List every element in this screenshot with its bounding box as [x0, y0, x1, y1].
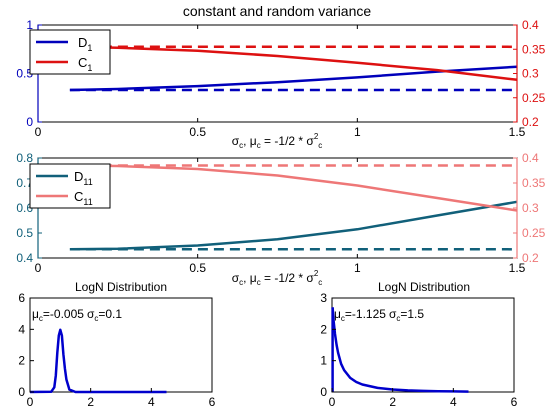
y-right-tick-label: 0.4 [522, 18, 539, 32]
panel-3-annotation: μc=-0.005 σc=0.1 [32, 307, 122, 323]
y-left-tick-label: 0 [26, 115, 33, 129]
xlabel-sup-2: 2 [314, 132, 319, 141]
y-tick-label: 1 [320, 354, 327, 368]
x-tick-label: 6 [209, 395, 216, 409]
xlabel-sub-c: c [318, 278, 322, 287]
y-left-tick-label: 0.5 [16, 67, 33, 81]
y-tick-label: 3 [320, 291, 327, 305]
xlabel-sub-c: c [239, 278, 243, 287]
y-left-tick-label: 1 [26, 18, 33, 32]
x-tick-label: 2 [87, 395, 94, 409]
panel-2-xlabel: σc, μc = -1/2 * σ2c [232, 269, 323, 287]
xlabel-formula: = -1/2 * σ [261, 271, 315, 285]
y-right-tick-label: 0.2 [522, 115, 539, 129]
panel-2-legend: D11 C11 [29, 163, 111, 209]
xlabel-mu: , μ [243, 134, 257, 148]
panel-4: LogN Distribution 0 2 4 6 0 1 2 3 μc=-1.125 σc=1… [320, 280, 517, 409]
y-left-tick-label: 0.8 [16, 151, 33, 165]
x-tick-label: 1 [354, 125, 361, 139]
x-tick-label: 4 [148, 395, 155, 409]
y-tick-label: 0 [320, 385, 327, 399]
series-line-d1 [69, 65, 518, 92]
density-curve [29, 328, 167, 394]
y-right-tick-label: 0.4 [522, 151, 539, 165]
y-tick-label: 6 [18, 291, 25, 305]
panel-1: constant and random variance 0 0.5 1 1.5 0 0.… [16, 3, 545, 150]
x-tick-label: 6 [511, 395, 518, 409]
x-tick-label: 1.5 [509, 261, 526, 275]
x-tick-label: 0 [35, 125, 42, 139]
series-line-c11 [69, 164, 518, 212]
x-tick-label: 0.5 [189, 261, 206, 275]
legend-label-c11: C11 [74, 189, 93, 207]
xlabel-sigma: σ [232, 271, 240, 285]
xlabel-sub-c: c [239, 141, 243, 150]
xlabel-sub-c: c [257, 141, 261, 150]
xlabel-sup-2: 2 [314, 269, 319, 278]
xlabel-mu: , μ [243, 271, 257, 285]
panel-2: 0 0.5 1 1.5 0.4 0.5 0.6 0.7 0.8 0.2 0.25 0.3 0.35 0.4… [16, 151, 545, 287]
y-right-tick-label: 0.35 [522, 42, 546, 56]
y-tick-label: 2 [18, 354, 25, 368]
panel-4-title: LogN Distribution [378, 280, 470, 294]
y-right-tick-label: 0.2 [522, 251, 539, 265]
x-tick-label: 0 [329, 395, 336, 409]
y-left-tick-label: 0.4 [16, 251, 33, 265]
legend-label-c1: C1 [78, 55, 92, 73]
legend-label-d11: D11 [74, 169, 93, 187]
x-tick-label: 1.5 [509, 125, 526, 139]
legend-label-d1: D1 [78, 35, 92, 53]
panel-1-title: constant and random variance [183, 3, 372, 19]
panel-3: LogN Distribution 0 2 4 6 0 2 4 6 μc=-0.005 σc=0… [18, 280, 215, 409]
x-tick-label: 2 [389, 395, 396, 409]
y-right-tick-label: 0.25 [522, 91, 546, 105]
xlabel-sub-c: c [257, 278, 261, 287]
xlabel-formula: = -1/2 * σ [261, 134, 315, 148]
panel-3-title: LogN Distribution [75, 280, 167, 294]
panel-1-legend: D1 C1 [29, 29, 111, 75]
x-tick-label: 0 [27, 395, 34, 409]
y-right-tick-label: 0.25 [522, 226, 546, 240]
xlabel-sigma: σ [232, 134, 240, 148]
density-curve [331, 307, 469, 393]
y-left-tick-label: 0.6 [16, 201, 33, 215]
x-tick-label: 1 [354, 261, 361, 275]
panel-1-legend-box [29, 29, 111, 75]
y-tick-label: 4 [18, 322, 25, 336]
y-right-tick-label: 0.3 [522, 67, 539, 81]
y-right-tick-label: 0.35 [522, 176, 546, 190]
y-tick-label: 0 [18, 385, 25, 399]
panel-2-legend-box [29, 163, 111, 209]
x-tick-label: 0 [35, 261, 42, 275]
xlabel-sub-c: c [318, 141, 322, 150]
y-tick-label: 2 [320, 322, 327, 336]
series-line-c1 [69, 45, 518, 82]
series-line-d11 [69, 200, 518, 251]
panel-1-xlabel: σc, μc = -1/2 * σ2c [232, 132, 323, 150]
x-tick-label: 4 [450, 395, 457, 409]
y-right-tick-label: 0.3 [522, 201, 539, 215]
x-tick-label: 0.5 [189, 125, 206, 139]
y-left-tick-label: 0.5 [16, 226, 33, 240]
y-left-tick-label: 0.7 [16, 176, 33, 190]
panel-4-annotation: μc=-1.125 σc=1.5 [334, 307, 424, 323]
